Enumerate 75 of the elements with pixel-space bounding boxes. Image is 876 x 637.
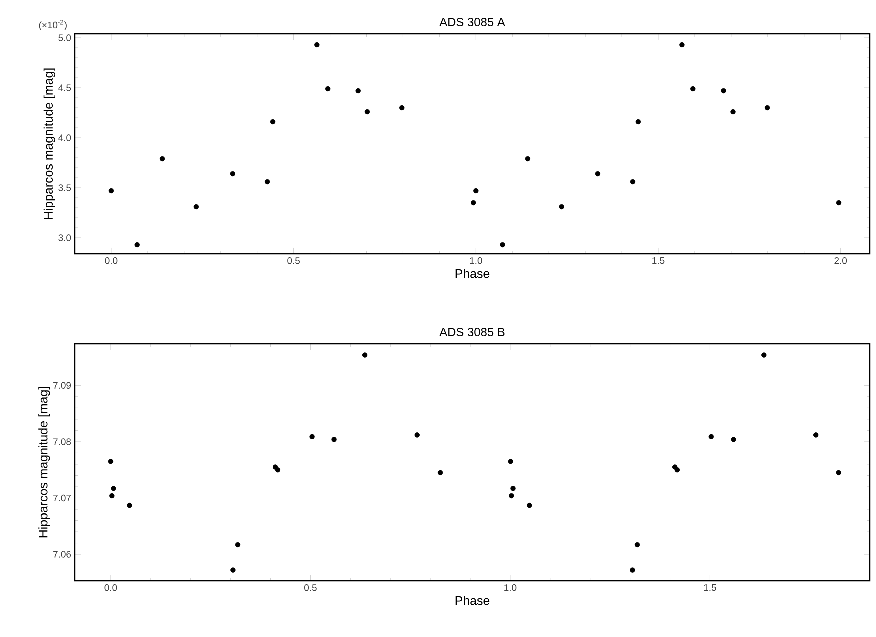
y-axis-title: Hipparcos magnitude [mag] [44, 68, 56, 220]
point [270, 119, 276, 125]
y-tick-label: 7.09 [54, 382, 72, 390]
point [108, 459, 114, 464]
point [836, 200, 842, 206]
point [636, 119, 642, 125]
point [730, 109, 736, 115]
point [332, 437, 337, 442]
point [356, 88, 361, 94]
point [310, 434, 315, 440]
point [559, 204, 564, 210]
x-tick-label: 1.5 [704, 584, 716, 592]
point [134, 242, 140, 248]
text: (×10$^{-2}$) [39, 20, 67, 30]
y-tick-label: 7.06 [54, 551, 72, 558]
point [690, 86, 696, 92]
point [764, 105, 770, 111]
x-tick-label: 1.0 [504, 584, 517, 592]
y-tick-label: 4.5 [58, 84, 72, 92]
point [235, 542, 241, 548]
point [400, 105, 405, 111]
y-tick-label: 5.0 [58, 34, 72, 42]
chart-title: ADS 3085 A [440, 18, 506, 26]
point [680, 42, 685, 48]
x-tick-label: 1.0 [470, 258, 482, 264]
point [438, 470, 444, 476]
point [674, 468, 680, 473]
point [108, 188, 114, 194]
x-axis-title: Phase [456, 269, 490, 278]
point [314, 42, 320, 48]
point [527, 502, 532, 508]
point [525, 156, 531, 162]
x-axis-title: Phase [456, 596, 490, 606]
point [762, 352, 767, 358]
point [508, 459, 514, 464]
point [127, 502, 132, 508]
point [836, 470, 842, 476]
point [510, 486, 516, 492]
point [194, 204, 200, 210]
y-tick-label: 4.0 [58, 134, 72, 142]
y-axis-title: Hipparcos magnitude [mag] [38, 387, 50, 538]
y-tick-label: 3.0 [58, 234, 72, 242]
point [325, 86, 331, 92]
point [275, 468, 281, 473]
y-tick-label: 7.07 [54, 494, 72, 502]
chart-title: ADS 3085 B [440, 328, 505, 336]
point [471, 200, 476, 206]
point [630, 179, 636, 185]
point [595, 171, 601, 177]
y-tick-label: 7.08 [54, 438, 72, 446]
x-tick-label: 0.5 [288, 258, 300, 264]
point [264, 179, 270, 185]
point [160, 156, 166, 162]
point [474, 188, 479, 194]
point [721, 88, 726, 94]
point [364, 109, 370, 115]
x-tick-label: 2.0 [834, 258, 848, 264]
point [230, 568, 236, 573]
x-tick-label: 0.5 [304, 584, 317, 592]
point [500, 242, 506, 248]
point [110, 493, 115, 499]
point [362, 352, 368, 358]
point [731, 437, 736, 442]
x-tick-label: 0.0 [105, 258, 118, 264]
y-tick-label: 3.5 [58, 184, 72, 192]
point [509, 493, 514, 499]
point [634, 542, 640, 548]
x-tick-label: 0.0 [104, 584, 118, 592]
x-tick-label: 1.5 [652, 258, 665, 264]
point [708, 434, 714, 440]
point [230, 171, 236, 177]
point [630, 568, 636, 573]
point [813, 432, 819, 438]
point [111, 486, 116, 492]
point [414, 432, 420, 438]
